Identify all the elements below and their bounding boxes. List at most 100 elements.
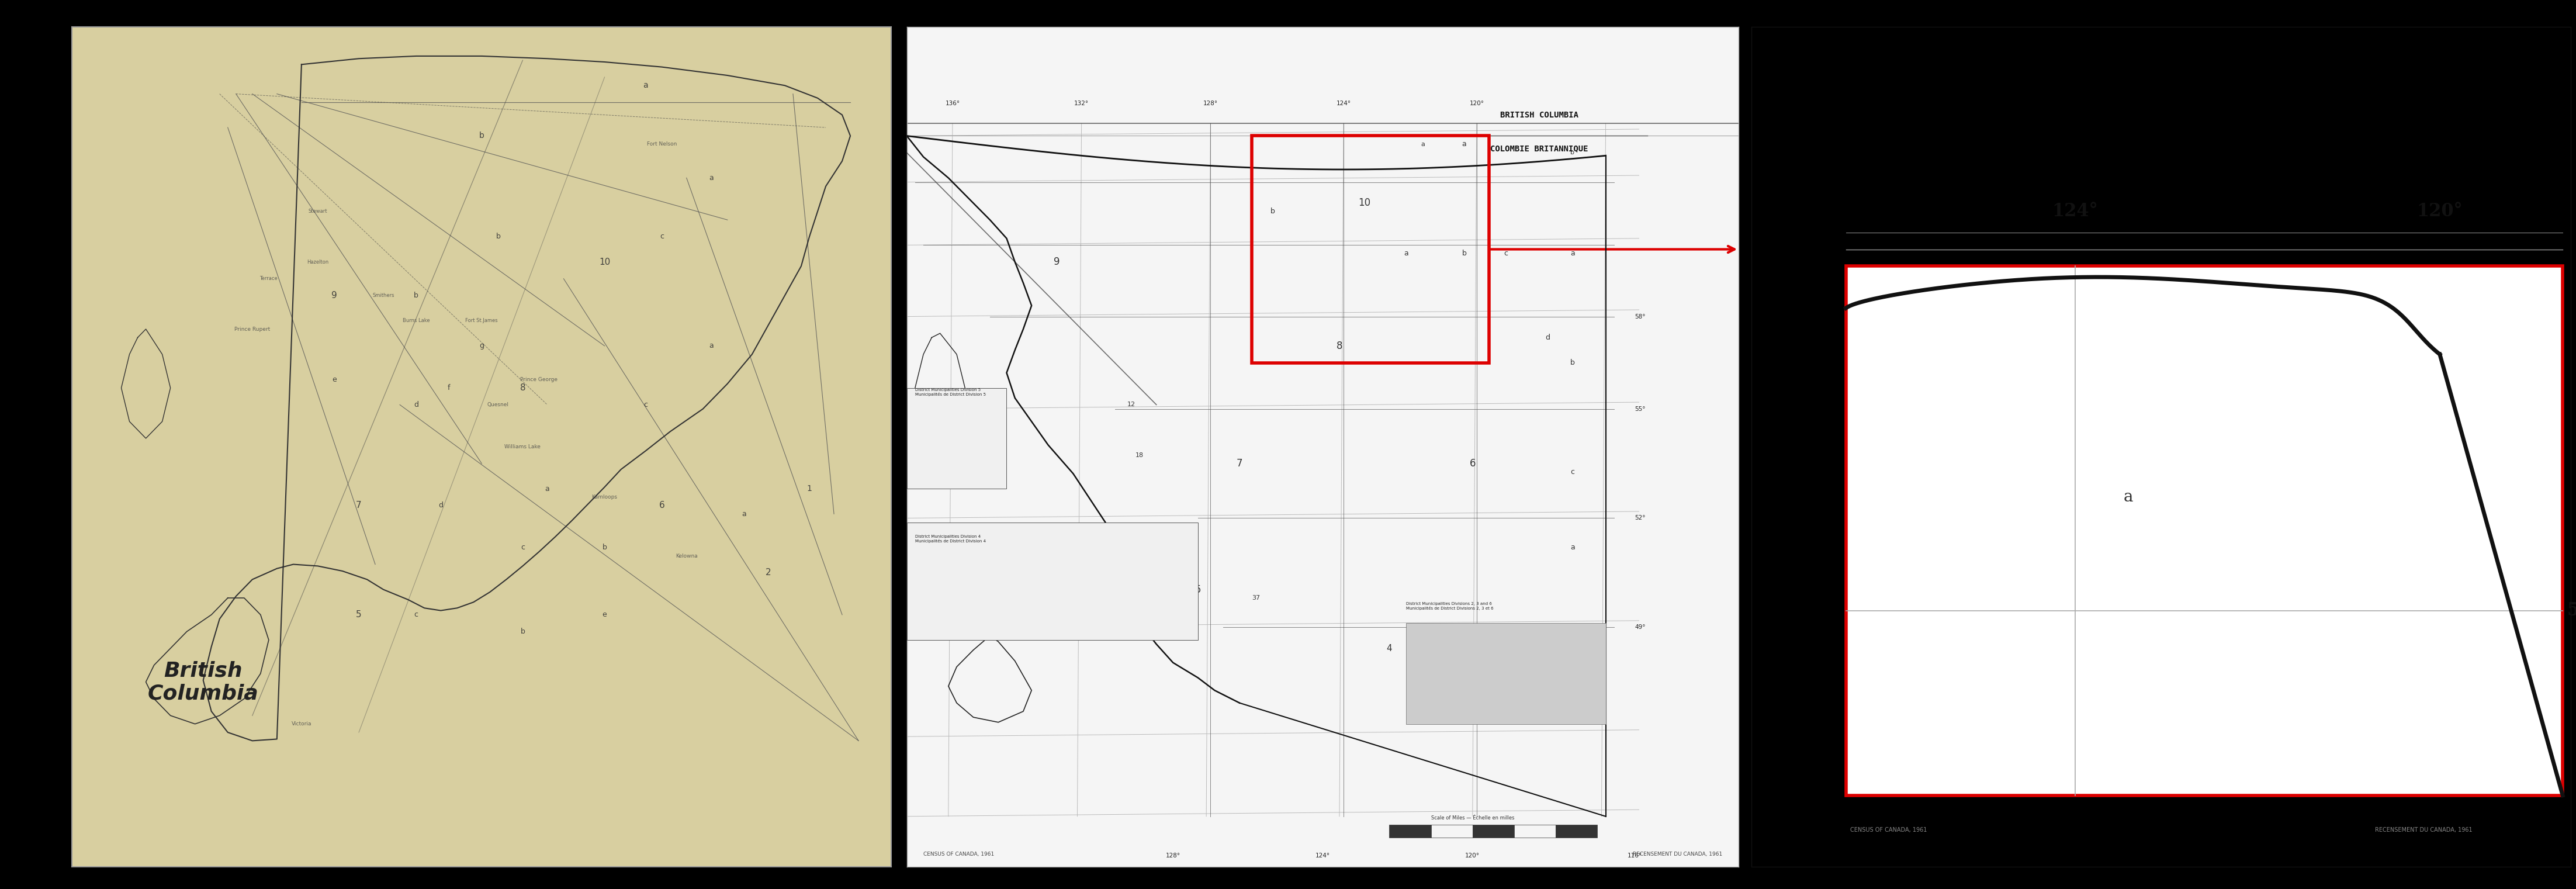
Text: 58°: 58° <box>2566 602 2576 620</box>
Bar <box>1388 825 1430 837</box>
Text: 37: 37 <box>1252 595 1260 601</box>
Text: 120°: 120° <box>2416 203 2463 220</box>
Text: Fort Nelson: Fort Nelson <box>647 141 677 147</box>
Text: Quesnel: Quesnel <box>487 402 510 407</box>
Text: Victoria: Victoria <box>291 721 312 726</box>
Bar <box>907 523 1198 640</box>
Text: 124°: 124° <box>2053 203 2099 220</box>
Bar <box>1515 825 1556 837</box>
Text: District Municipalities Divisions 2, 3 and 6
Municipalités de District Divisions: District Municipalities Divisions 2, 3 a… <box>1406 602 1494 611</box>
Text: f: f <box>448 384 451 392</box>
Text: 5: 5 <box>1195 584 1200 595</box>
Text: BRITISH COLUMBIA: BRITISH COLUMBIA <box>1499 111 1579 119</box>
Text: c: c <box>644 401 647 409</box>
Text: 8: 8 <box>1337 340 1342 351</box>
Text: 6: 6 <box>1468 458 1476 469</box>
Text: RECENSEMENT DU CANADA, 1961: RECENSEMENT DU CANADA, 1961 <box>1633 852 1723 857</box>
Text: d: d <box>1546 333 1551 341</box>
Text: a: a <box>1463 140 1466 148</box>
Text: a: a <box>742 510 747 517</box>
Text: 52°: 52° <box>1636 516 1646 521</box>
Text: d: d <box>415 401 417 409</box>
Text: a: a <box>1404 250 1409 257</box>
Bar <box>1406 623 1605 724</box>
Text: b: b <box>415 292 417 300</box>
Text: 2: 2 <box>765 568 770 577</box>
Text: d: d <box>438 501 443 509</box>
Text: 128°: 128° <box>1167 853 1180 859</box>
Text: Prince George: Prince George <box>520 377 559 382</box>
Text: a: a <box>644 82 649 90</box>
Text: Scale of Miles — Échelle en milles: Scale of Miles — Échelle en milles <box>1430 815 1515 821</box>
Text: District Municipalities Division 4
Municipalités de District Division 4: District Municipalities Division 4 Munic… <box>914 535 987 543</box>
Text: Williams Lake: Williams Lake <box>505 444 541 449</box>
Text: 10: 10 <box>1358 198 1370 208</box>
Text: g: g <box>479 342 484 349</box>
Text: 12: 12 <box>1128 402 1136 408</box>
Text: CENSUS OF CANADA, 1961: CENSUS OF CANADA, 1961 <box>922 852 994 857</box>
Text: b: b <box>1571 359 1574 366</box>
Text: b: b <box>495 233 500 241</box>
Text: 9: 9 <box>332 291 337 300</box>
Text: a: a <box>1571 250 1574 257</box>
Text: RECENSEMENT DU CANADA, 1961: RECENSEMENT DU CANADA, 1961 <box>2375 828 2473 833</box>
Text: Smithers: Smithers <box>374 292 394 298</box>
Text: Terrace: Terrace <box>260 276 278 281</box>
Text: 49°: 49° <box>1636 624 1646 630</box>
Text: c: c <box>659 233 665 241</box>
Text: 9: 9 <box>1054 257 1059 268</box>
Text: c: c <box>1504 250 1507 257</box>
Text: 116°: 116° <box>1628 853 1641 859</box>
Text: Burns Lake: Burns Lake <box>402 318 430 324</box>
Text: 120°: 120° <box>1468 100 1484 107</box>
Text: 7: 7 <box>1236 458 1242 469</box>
Text: b: b <box>1270 208 1275 215</box>
Text: 128°: 128° <box>1203 100 1218 107</box>
Bar <box>1252 136 1489 363</box>
Text: 10: 10 <box>600 258 611 267</box>
Text: 7: 7 <box>355 501 361 510</box>
Text: c: c <box>520 544 526 551</box>
Text: 132°: 132° <box>1074 100 1090 107</box>
Bar <box>907 388 1007 489</box>
Text: c: c <box>1571 469 1574 476</box>
Bar <box>1473 825 1515 837</box>
Text: a: a <box>708 342 714 349</box>
Text: Prince Rupert: Prince Rupert <box>234 326 270 332</box>
Text: c: c <box>415 611 417 619</box>
Text: 124°: 124° <box>1316 853 1329 859</box>
Text: a: a <box>1571 544 1574 551</box>
Text: 18: 18 <box>1136 453 1144 458</box>
Text: Kelowna: Kelowna <box>675 553 698 558</box>
Text: b: b <box>520 628 526 636</box>
Text: 58°: 58° <box>1636 314 1646 319</box>
Text: a: a <box>1419 141 1425 148</box>
Text: District Municipalities Division 5
Municipalités de District Division 5: District Municipalities Division 5 Munic… <box>914 388 987 396</box>
Bar <box>1430 825 1473 837</box>
Text: b: b <box>1463 250 1466 257</box>
Text: a: a <box>708 174 714 181</box>
Text: CENSUS OF CANADA, 1961: CENSUS OF CANADA, 1961 <box>1850 828 1927 833</box>
Text: British
Columbia: British Columbia <box>147 661 258 703</box>
Text: 55°: 55° <box>1636 406 1646 412</box>
Text: 4: 4 <box>1386 644 1391 653</box>
Text: Stewart: Stewart <box>309 209 327 214</box>
Text: Fort St.James: Fort St.James <box>466 318 497 324</box>
Text: b: b <box>479 132 484 140</box>
Text: 120°: 120° <box>1466 853 1479 859</box>
Text: 124°: 124° <box>1337 100 1350 107</box>
Text: a: a <box>2123 489 2133 505</box>
Bar <box>1556 825 1597 837</box>
Text: b: b <box>603 544 608 551</box>
Text: COLOMBIE BRITANNIQUE: COLOMBIE BRITANNIQUE <box>1489 144 1587 153</box>
Text: Hazelton: Hazelton <box>307 260 330 265</box>
Text: Kamloops: Kamloops <box>592 494 618 500</box>
Text: 5: 5 <box>355 611 361 619</box>
Text: 1: 1 <box>806 485 811 493</box>
Text: e: e <box>332 376 337 383</box>
Text: a: a <box>546 485 549 493</box>
Text: 136°: 136° <box>945 100 961 107</box>
Bar <box>1847 266 2563 796</box>
Text: b: b <box>1571 149 1574 156</box>
Text: e: e <box>603 611 608 619</box>
